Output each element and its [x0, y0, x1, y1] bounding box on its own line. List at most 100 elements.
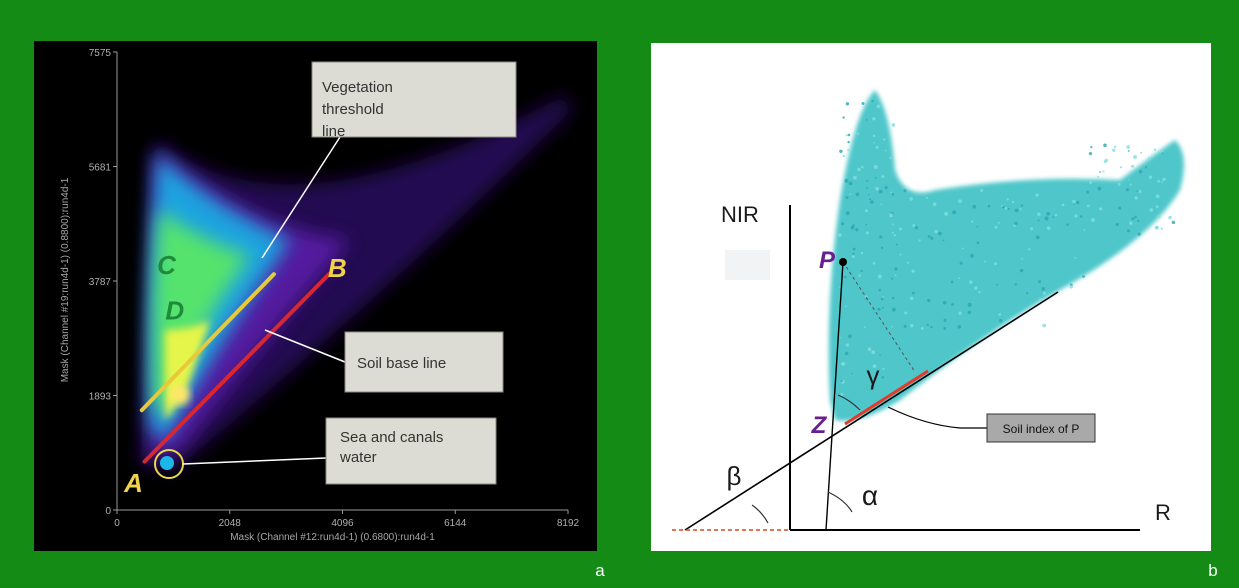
cloud-speckle-dot: [934, 229, 938, 234]
panel-b-geometry: NIR R P Zα β γ Soil index of P: [672, 202, 1171, 531]
point-label-b: B: [328, 253, 347, 283]
cloud-speckle-dot: [962, 247, 964, 250]
angle-label-alpha: α: [862, 480, 878, 511]
cloud-speckle-dot: [1082, 275, 1085, 278]
panel-b-diagram: NIR R P Zα β γ Soil index of P b: [651, 43, 1218, 580]
cloud-speckle-dot: [959, 261, 963, 265]
cloud-speckle-dot: [839, 286, 841, 289]
cloud-speckle-dot: [1155, 194, 1160, 199]
cloud-speckle-dot: [1004, 207, 1008, 210]
cloud-speckle-dot: [884, 149, 887, 152]
cloud-speckle-dot: [857, 167, 861, 172]
cloud-speckle-dot: [1130, 164, 1134, 168]
cloud-speckle-dot: [943, 318, 947, 322]
cloud-speckle-dot: [839, 149, 843, 153]
panel-a-letter: a: [595, 561, 605, 580]
cloud-speckle-dot: [1019, 268, 1024, 273]
cloud-speckle-dot: [984, 260, 986, 263]
cloud-speckle-dot: [926, 323, 929, 326]
cloud-speckle-dot: [847, 133, 851, 137]
cloud-speckle-dot: [1052, 216, 1055, 219]
cloud-speckle-dot: [875, 187, 879, 191]
cloud-speckle-dot: [879, 354, 881, 357]
cloud-speckle-dot: [865, 119, 868, 121]
cloud-speckle-dot: [938, 231, 942, 236]
cloud-speckle-dot: [876, 104, 881, 109]
panel-b-point-cloud: [828, 90, 1184, 421]
cloud-speckle-dot: [840, 336, 842, 339]
cloud-speckle-dot: [1161, 181, 1164, 184]
cloud-speckle-dot: [942, 239, 945, 242]
cloud-speckle-dot: [875, 145, 879, 149]
cloud-speckle-dot: [1042, 323, 1047, 328]
cloud-speckle-dot: [848, 334, 852, 339]
x-tick-label: 4096: [331, 518, 354, 529]
panel-a-point-labels: A B CD: [123, 250, 346, 498]
annotation-sea-canals-water-text: Sea and canals: [340, 429, 443, 446]
annotation-vegetation-threshold-leader: [261, 136, 341, 259]
soil-index-leader: [887, 406, 987, 429]
cloud-speckle-dot: [997, 221, 1000, 224]
cloud-speckle-dot: [926, 197, 928, 199]
cloud-speckle-dot: [891, 325, 894, 328]
cloud-speckle-dot: [1112, 148, 1116, 152]
cloud-speckle-dot: [1030, 227, 1034, 231]
cloud-speckle-dot: [891, 277, 894, 280]
y-axis-label: Mask (Channel #19:run4d-1) (0.8800):run4…: [60, 177, 71, 382]
annotation-sea-canals-water-leader: [182, 457, 327, 465]
cloud-speckle-dot: [1104, 158, 1109, 163]
cloud-speckle-dot: [1125, 188, 1129, 192]
cloud-speckle-dot: [1014, 283, 1017, 286]
y-tick-label: 0: [105, 506, 111, 517]
cloud-speckle-dot: [844, 351, 849, 356]
cloud-speckle-dot: [861, 165, 864, 169]
cloud-speckle-dot: [1113, 145, 1117, 148]
panel-b-blank-patch: [725, 250, 770, 280]
y-axis-label-nir: NIR: [721, 202, 759, 227]
y-tick-label: 3787: [89, 277, 112, 288]
cloud-speckle-dot: [952, 210, 957, 215]
annotation-sea-canals-water-box: [325, 417, 497, 485]
cloud-speckle: [838, 99, 1176, 396]
cloud-speckle-dot: [856, 132, 860, 135]
cloud-speckle-dot: [950, 280, 954, 284]
cloud-speckle-dot: [1138, 169, 1143, 174]
cloud-speckle-dot: [1131, 217, 1135, 221]
cloud-speckle-dot: [845, 196, 849, 200]
cloud-speckle-dot: [872, 117, 876, 121]
soil-line: [684, 291, 1059, 531]
cloud-speckle-dot: [855, 228, 859, 232]
cloud-speckle-dot: [841, 222, 845, 226]
y-tick-label: 1893: [89, 392, 112, 403]
x-tick-label: 8192: [557, 518, 580, 529]
cloud-speckle-dot: [1020, 204, 1024, 207]
annotation-soil-base-line-leader: [264, 329, 346, 363]
cloud-speckle-dot: [881, 246, 884, 249]
cloud-speckle-dot: [996, 283, 998, 286]
cloud-speckle-dot: [852, 252, 855, 255]
cloud-speckle-dot: [840, 379, 843, 383]
cloud-speckle-dot: [1097, 186, 1102, 191]
cloud-speckle-dot: [855, 192, 860, 197]
cloud-speckle-dot: [909, 323, 914, 328]
cloud-speckle-dot: [893, 234, 896, 237]
cloud-speckle-dot: [1041, 287, 1046, 291]
cloud-speckle-dot: [896, 243, 898, 246]
cloud-speckle-dot: [882, 367, 885, 370]
cloud-speckle-dot: [1129, 183, 1132, 186]
cloud-speckle-dot: [866, 187, 868, 190]
cloud-speckle-dot: [1074, 256, 1077, 259]
cloud-speckle-dot: [1137, 232, 1141, 236]
cloud-speckle-dot: [1136, 190, 1139, 193]
point-label-z: Z: [811, 412, 828, 439]
cloud-speckle-dot: [841, 361, 846, 366]
cloud-speckle-dot: [1149, 208, 1154, 212]
cloud-speckle-dot: [864, 326, 866, 328]
cloud-speckle-dot: [840, 392, 844, 396]
x-axis-label: Mask (Channel #12:run4d-1) (0.6800):run4…: [230, 532, 435, 543]
cloud-speckle-dot: [1011, 200, 1015, 204]
cloud-speckle-dot: [1134, 196, 1138, 200]
cloud-speckle-dot: [852, 224, 855, 227]
cloud-speckle-dot: [891, 192, 895, 196]
cloud-speckle-dot: [1099, 207, 1103, 211]
